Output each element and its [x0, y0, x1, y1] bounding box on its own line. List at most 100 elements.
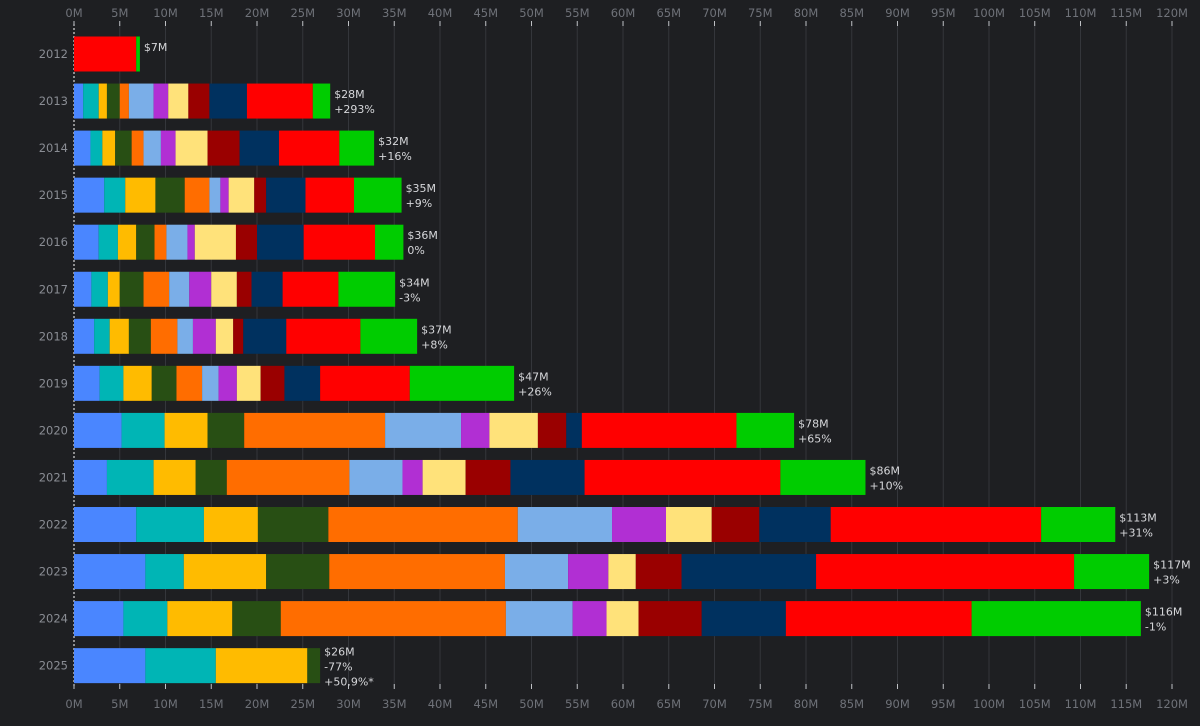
bar-segment — [280, 601, 506, 637]
x-tick-label-bottom: 110M — [1065, 697, 1097, 711]
x-tick-label-top: 25M — [290, 6, 315, 20]
bar-segment — [360, 318, 418, 354]
bar-segment — [215, 648, 308, 684]
x-tick-label-bottom: 35M — [382, 697, 407, 711]
bar-segment — [154, 224, 167, 260]
bar-segment — [102, 130, 116, 166]
bar-segment — [257, 224, 304, 260]
x-tick-label-top: 50M — [519, 6, 544, 20]
bar-change-label: 0% — [407, 244, 424, 257]
x-tick-label-top: 80M — [794, 6, 819, 20]
bar-segment — [119, 83, 129, 119]
year-label: 2014 — [39, 141, 68, 155]
x-tick-label-bottom: 25M — [290, 697, 315, 711]
bar-segment — [329, 554, 505, 590]
bar-change-label: +3% — [1153, 574, 1180, 587]
bar-segment — [104, 177, 126, 213]
bar-extra-label: +50.9%* — [324, 676, 374, 689]
bar-segment — [184, 177, 210, 213]
bar-total-label: $36M — [407, 229, 438, 242]
bar-total-label: $34M — [399, 276, 430, 289]
bar-segment — [74, 83, 84, 119]
x-tick-label-bottom: 40M — [428, 697, 453, 711]
x-tick-label-bottom: 10M — [153, 697, 178, 711]
x-tick-label-top: 90M — [885, 6, 910, 20]
bar-segment — [123, 601, 168, 637]
bar-segment — [109, 318, 129, 354]
bar-segment — [612, 507, 667, 542]
bar-segment — [169, 271, 190, 307]
bar-segment — [785, 601, 972, 637]
bar-change-label: +65% — [798, 432, 832, 445]
bar-segment — [145, 648, 216, 684]
bar-segment — [150, 318, 178, 354]
x-tick-label-bottom: 60M — [611, 697, 636, 711]
bar-segment — [74, 271, 92, 307]
x-tick-label-top: 15M — [199, 6, 224, 20]
bar-segment — [349, 459, 403, 495]
x-tick-label-bottom: 70M — [702, 697, 727, 711]
bar-segment — [736, 412, 795, 448]
x-tick-label-bottom: 5M — [111, 697, 128, 711]
x-tick-label-top: 40M — [428, 6, 453, 20]
bar-segment — [254, 177, 267, 213]
bar-segment — [701, 601, 786, 637]
bar-segment — [236, 365, 261, 401]
bar-segment — [209, 177, 221, 213]
bar-segment — [260, 365, 285, 401]
x-tick-label-top: 110M — [1065, 6, 1097, 20]
bar-segment — [194, 224, 236, 260]
bar-segment — [74, 459, 107, 495]
x-tick-label-bottom: 120M — [1156, 697, 1188, 711]
x-axis-bottom: 0M 5M 10M 15M 20M 25M 30M 35M 40M 45M 50M 55M 60M 65M… — [65, 684, 1188, 711]
bar-segment — [74, 224, 99, 260]
bar-change-label: +293% — [334, 103, 375, 116]
x-tick-label-top: 100M — [973, 6, 1005, 20]
bar-segment — [236, 271, 252, 307]
bar-segment — [307, 648, 321, 684]
bar-segment — [226, 459, 350, 495]
bar-segment — [207, 130, 240, 166]
bar-segment — [202, 365, 219, 401]
bar-total-label: $37M — [421, 323, 452, 336]
bar-segment — [74, 412, 122, 448]
bar-segment — [106, 459, 154, 495]
bar-total-label: $35M — [406, 182, 437, 195]
bar-segment — [107, 271, 120, 307]
bar-segment — [155, 177, 185, 213]
x-tick-label-bottom: 90M — [885, 697, 910, 711]
bar-segment — [121, 412, 165, 448]
bar-segment — [90, 130, 103, 166]
bar-segment — [94, 318, 110, 354]
bar-segment — [971, 601, 1141, 637]
bar-segment — [635, 554, 682, 590]
bar-segment — [305, 177, 354, 213]
bar-segment — [74, 177, 105, 213]
bar-labels: 2012 $7M 2013 $28M +293% 2014 $32M +16% 2015 $35M… — [39, 41, 1191, 689]
bar-segment — [638, 601, 702, 637]
bar-segment — [422, 459, 466, 495]
bar-segment — [160, 130, 176, 166]
bar-change-label: +10% — [869, 479, 903, 492]
bar-segment — [780, 459, 866, 495]
bar-segment — [117, 224, 137, 260]
bar-segment — [136, 36, 140, 72]
bar-segment — [176, 365, 203, 401]
bar-segment — [192, 318, 216, 354]
bar-segment — [74, 318, 95, 354]
bar-segment — [566, 412, 582, 448]
x-tick-label-bottom: 95M — [931, 697, 956, 711]
bar-segment — [187, 224, 195, 260]
bar-segment — [584, 459, 781, 495]
bar-segment — [119, 271, 144, 307]
bar-segment — [203, 507, 258, 542]
bar-change-label: +8% — [421, 338, 448, 351]
year-label: 2025 — [39, 659, 68, 673]
x-tick-label-top: 75M — [748, 6, 773, 20]
bar-segment — [128, 318, 151, 354]
bar-segment — [168, 83, 189, 119]
bar-segment — [195, 459, 227, 495]
bar-segment — [505, 601, 573, 637]
